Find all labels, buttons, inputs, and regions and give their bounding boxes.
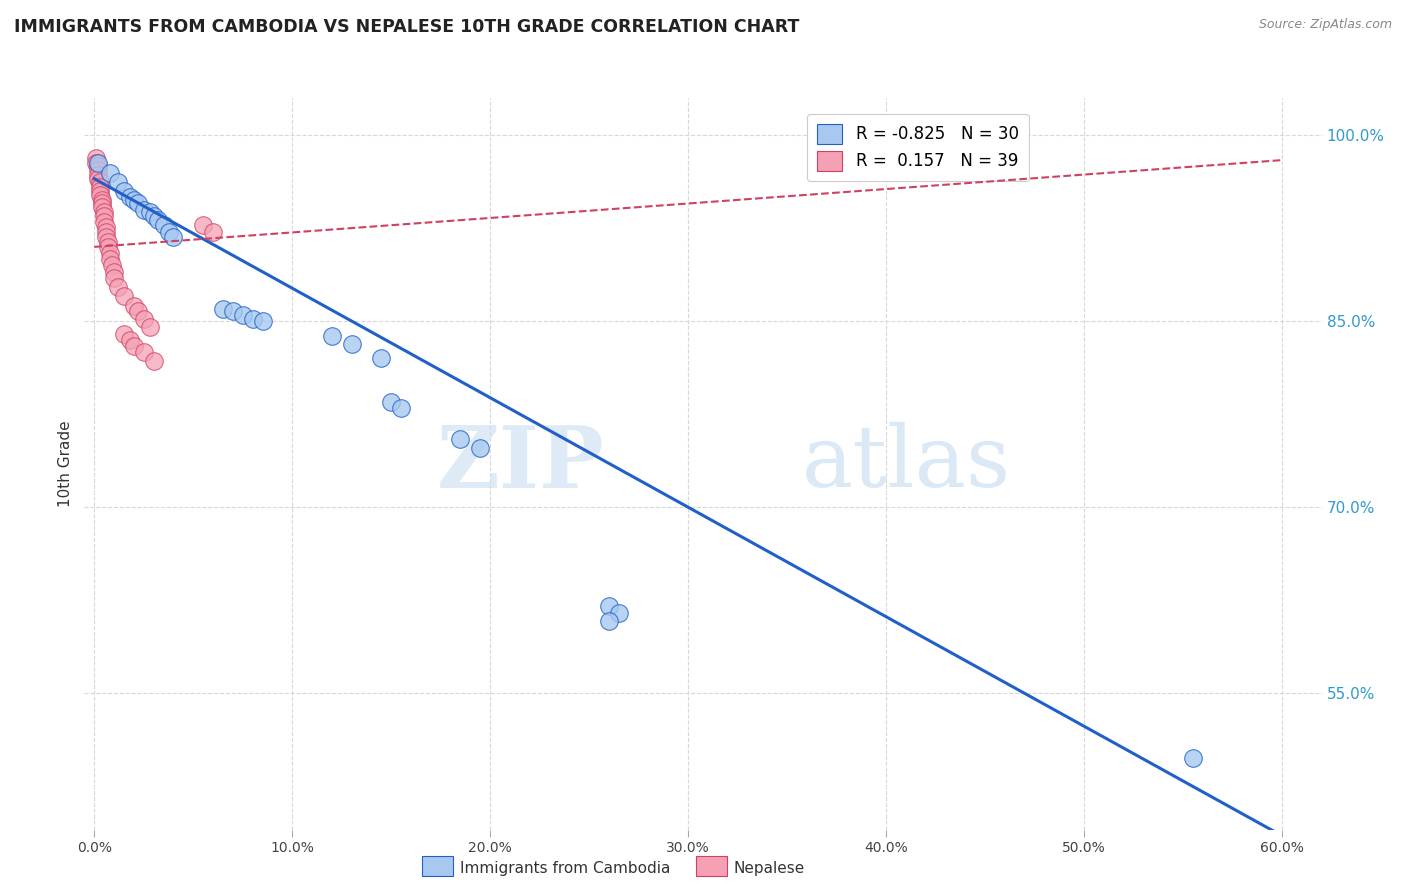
Point <box>321 329 343 343</box>
Point <box>93 215 115 229</box>
Point <box>127 196 149 211</box>
Point <box>94 225 117 239</box>
Point <box>94 230 117 244</box>
Point <box>450 432 472 446</box>
Point <box>101 259 124 273</box>
Point <box>340 336 363 351</box>
Point <box>118 333 141 347</box>
Point <box>607 606 630 620</box>
Point <box>89 176 111 190</box>
Point <box>84 155 107 169</box>
Point <box>112 184 135 198</box>
Point <box>252 314 274 328</box>
Point <box>122 299 145 313</box>
Point <box>142 209 165 223</box>
Point <box>91 193 114 207</box>
Text: Nepalese: Nepalese <box>734 862 806 876</box>
Text: IMMIGRANTS FROM CAMBODIA VS NEPALESE 10TH GRADE CORRELATION CHART: IMMIGRANTS FROM CAMBODIA VS NEPALESE 10T… <box>14 18 800 36</box>
Point <box>127 304 149 318</box>
Point <box>87 171 110 186</box>
Point <box>112 289 135 303</box>
Point <box>159 225 181 239</box>
Point <box>103 271 125 285</box>
Point <box>97 235 120 249</box>
Point <box>93 209 115 223</box>
Point <box>107 176 129 190</box>
Point <box>89 187 111 202</box>
Point <box>370 351 392 366</box>
Point <box>94 220 117 235</box>
Point <box>202 225 225 239</box>
Point <box>132 202 155 217</box>
Point <box>112 326 135 341</box>
Point <box>152 218 174 232</box>
Point <box>84 151 107 165</box>
Point <box>232 308 254 322</box>
Point <box>212 301 235 316</box>
Point <box>162 230 184 244</box>
Point <box>87 159 110 173</box>
Point <box>146 212 169 227</box>
Point <box>132 311 155 326</box>
Legend: R = -0.825   N = 30, R =  0.157   N = 39: R = -0.825 N = 30, R = 0.157 N = 39 <box>807 114 1029 181</box>
Text: Immigrants from Cambodia: Immigrants from Cambodia <box>460 862 671 876</box>
Point <box>191 218 214 232</box>
Point <box>97 240 120 254</box>
Point <box>142 354 165 368</box>
Point <box>103 265 125 279</box>
Point <box>389 401 412 415</box>
Point <box>1181 750 1204 764</box>
Point <box>380 395 402 409</box>
Point <box>222 304 245 318</box>
Point <box>98 246 121 260</box>
Text: Source: ZipAtlas.com: Source: ZipAtlas.com <box>1258 18 1392 31</box>
Point <box>107 279 129 293</box>
Point <box>89 184 111 198</box>
Point <box>93 205 115 219</box>
Point <box>98 252 121 267</box>
Point <box>87 163 110 178</box>
Point <box>89 180 111 194</box>
Point <box>470 441 492 455</box>
Point <box>598 615 620 629</box>
Point <box>91 196 114 211</box>
Point <box>91 200 114 214</box>
Point <box>122 193 145 207</box>
Point <box>132 345 155 359</box>
Point <box>87 168 110 182</box>
Point <box>138 320 160 334</box>
Point <box>122 339 145 353</box>
Point <box>138 205 160 219</box>
Text: atlas: atlas <box>801 422 1011 506</box>
Point <box>98 165 121 179</box>
Text: ZIP: ZIP <box>436 422 605 506</box>
Point <box>118 190 141 204</box>
Y-axis label: 10th Grade: 10th Grade <box>58 420 73 508</box>
Point <box>87 155 110 169</box>
Point <box>242 311 264 326</box>
Point <box>598 599 620 614</box>
